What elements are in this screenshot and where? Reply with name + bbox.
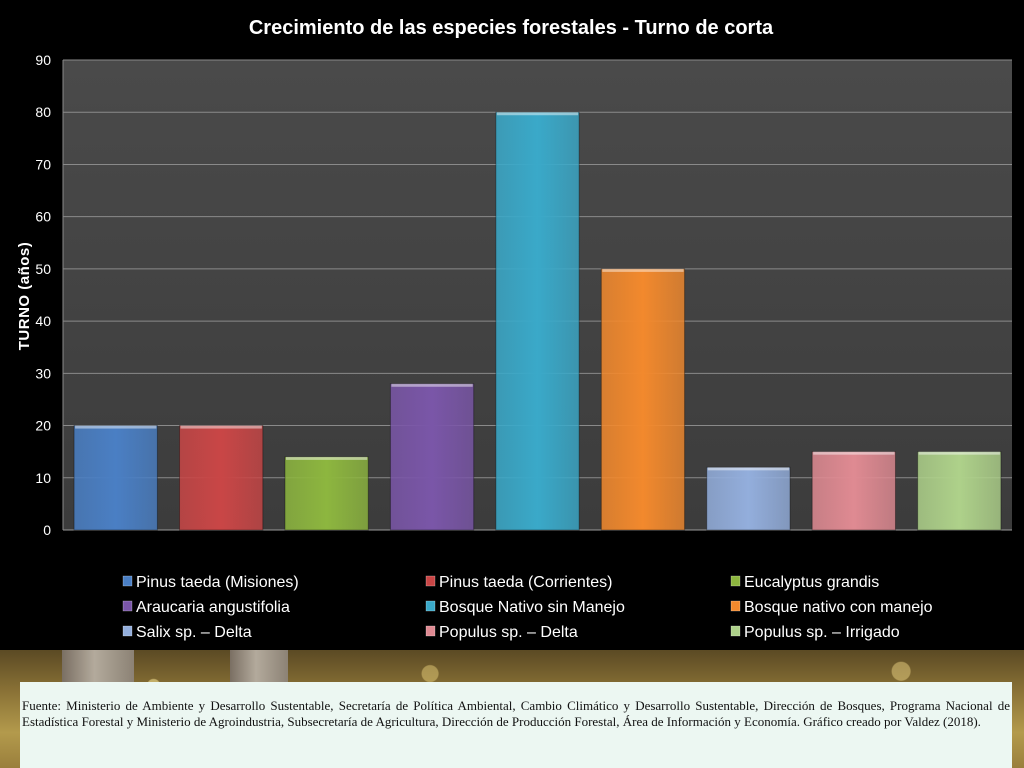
bar-highlight [918, 451, 1000, 455]
chart-title: Crecimiento de las especies forestales -… [249, 17, 774, 39]
legend-swatch [730, 575, 741, 587]
legend-label: Araucaria angustifolia [136, 599, 290, 616]
legend-swatch [122, 575, 133, 587]
legend-label: Populus sp. – Irrigado [744, 624, 900, 641]
bar-8 [811, 451, 896, 531]
legend-label: Pinus taeda (Corrientes) [439, 574, 612, 591]
legend-swatch [730, 600, 741, 612]
y-axis-label: TURNO (años) [16, 242, 33, 351]
legend: Pinus taeda (Misiones) Pinus taeda (Corri… [122, 574, 933, 641]
legend-swatch [122, 625, 133, 637]
bar-7 [706, 466, 791, 531]
legend-swatch [425, 575, 436, 587]
bar-highlight [180, 425, 262, 429]
y-tick-label: 70 [35, 156, 51, 172]
bar-4 [389, 383, 475, 531]
y-tick-label: 20 [35, 418, 51, 434]
bar-6 [600, 268, 686, 531]
legend-label: Salix sp. – Delta [136, 624, 252, 641]
bar-3 [284, 456, 369, 531]
legend-swatch [122, 600, 133, 612]
y-tick-label: 90 [35, 52, 51, 68]
bar-highlight [707, 467, 790, 471]
y-tick-label: 60 [35, 209, 51, 225]
legend-label: Eucalyptus grandis [744, 574, 879, 591]
bar-highlight [75, 425, 157, 429]
y-tick-label: 0 [43, 522, 51, 538]
bar-highlight [496, 112, 579, 116]
legend-label: Bosque Nativo sin Manejo [439, 599, 625, 616]
y-tick-label: 30 [35, 365, 51, 381]
legend-label: Bosque nativo con manejo [744, 599, 933, 616]
bar-highlight [391, 383, 473, 387]
bar-highlight [602, 268, 684, 272]
bar-highlight [285, 456, 368, 460]
bar-highlight [813, 451, 895, 455]
bar-1 [73, 425, 158, 531]
y-tick-label: 80 [35, 104, 51, 120]
y-tick-label: 50 [35, 261, 51, 277]
legend-label: Populus sp. – Delta [439, 624, 578, 641]
legend-label: Pinus taeda (Misiones) [136, 574, 299, 591]
legend-swatch [730, 625, 741, 637]
bar-chart: 0 10 20 30 40 50 60 70 80 90 Crecimiento de las e… [16, 17, 1012, 641]
bar-2 [179, 425, 264, 531]
y-axis-ticks: 0 10 20 30 40 50 60 70 80 90 [35, 52, 51, 538]
bars [73, 111, 1002, 531]
bar-9 [917, 451, 1002, 531]
legend-swatch [425, 625, 436, 637]
legend-swatch [425, 600, 436, 612]
y-tick-label: 10 [35, 470, 51, 486]
bar-5 [495, 111, 580, 531]
y-tick-label: 40 [35, 313, 51, 329]
source-citation: Fuente: Ministerio de Ambiente y Desarro… [20, 682, 1012, 768]
